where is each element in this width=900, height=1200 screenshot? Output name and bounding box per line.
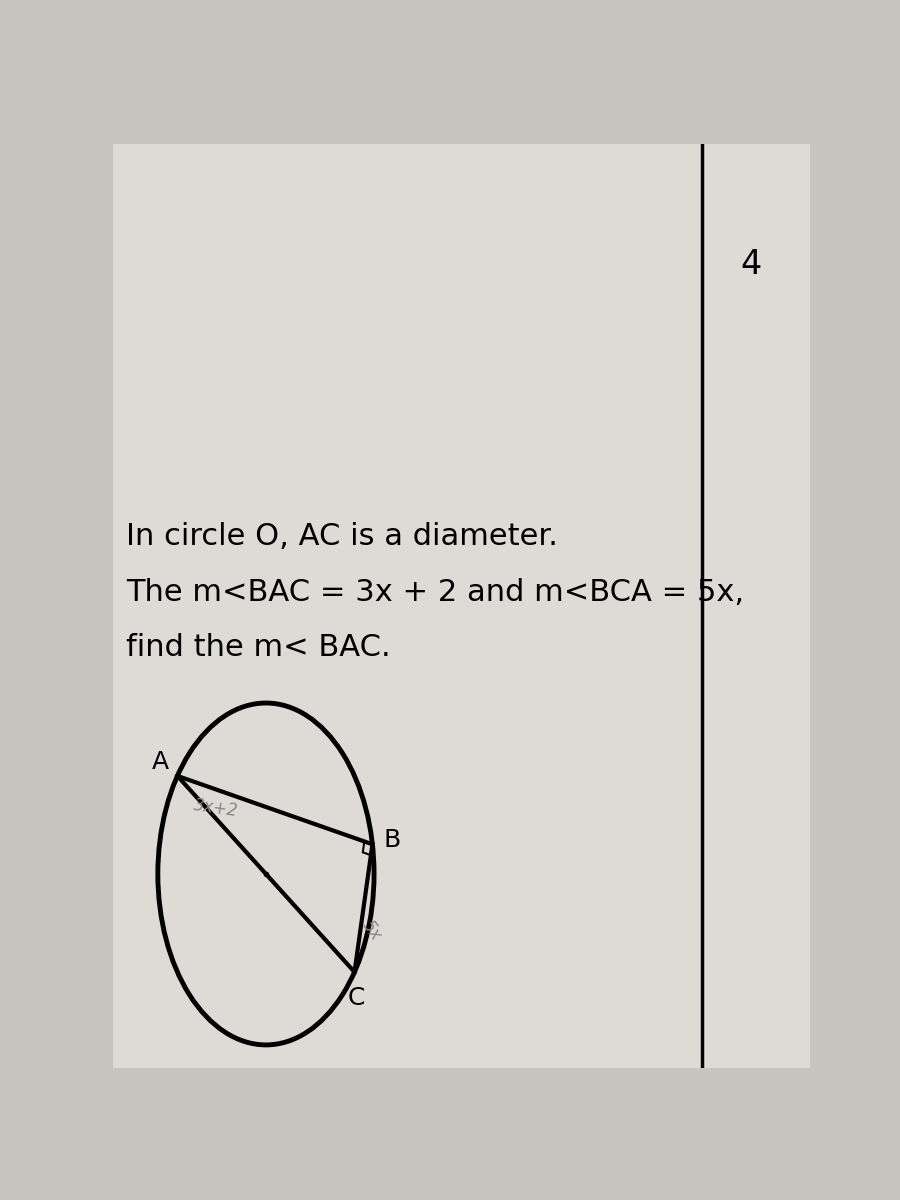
Text: C: C (347, 986, 365, 1010)
Text: 3x+2: 3x+2 (193, 797, 239, 821)
Text: find the m< BAC.: find the m< BAC. (126, 634, 392, 662)
Text: 5x: 5x (359, 917, 385, 944)
Text: In circle O, AC is a diameter.: In circle O, AC is a diameter. (126, 522, 558, 551)
Text: B: B (383, 828, 400, 852)
Text: The m<BAC = 3x + 2 and m<BCA = 5x,: The m<BAC = 3x + 2 and m<BCA = 5x, (126, 577, 744, 607)
Text: A: A (151, 750, 168, 774)
Text: 4: 4 (740, 247, 761, 281)
FancyBboxPatch shape (112, 144, 810, 1068)
